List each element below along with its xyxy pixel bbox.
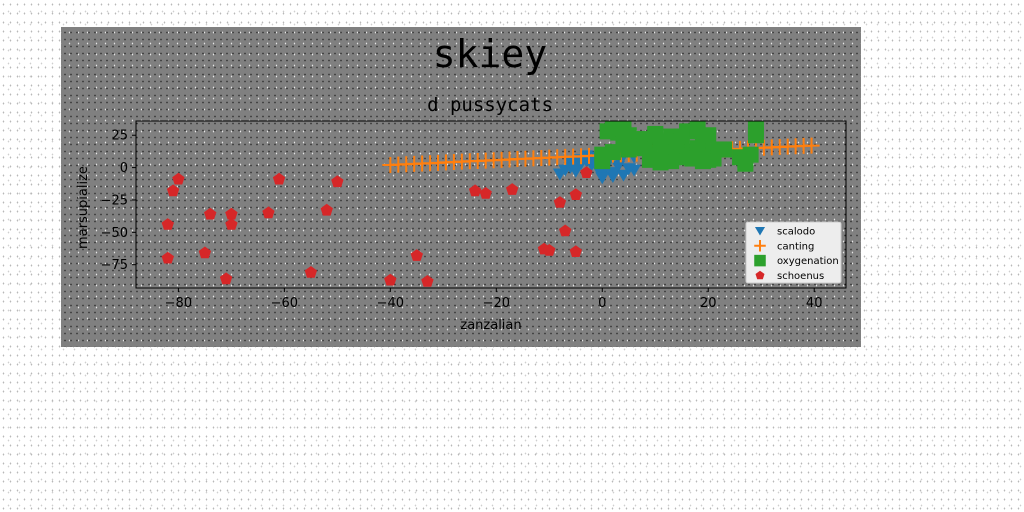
point-schoenus <box>506 183 519 195</box>
y-tick-label: −75 <box>101 258 128 273</box>
legend-box <box>745 221 842 284</box>
point-schoenus <box>320 203 333 216</box>
point-schoenus <box>166 184 180 197</box>
point-oxygenation <box>673 128 690 145</box>
plot-frame <box>135 120 847 289</box>
series-schoenus <box>161 166 593 287</box>
legend: scalodo canting oxygenation schoenus <box>745 221 842 284</box>
point-schoenus <box>262 206 275 219</box>
legend-label-canting: canting <box>777 241 814 252</box>
point-schoenus <box>331 175 344 188</box>
x-tick-label: 20 <box>700 296 717 311</box>
chart-suptitle: skiey <box>433 32 547 76</box>
point-oxygenation <box>652 154 669 171</box>
x-tick-label: −20 <box>483 296 510 311</box>
legend-marker-canting <box>754 240 766 252</box>
point-oxygenation <box>747 127 764 144</box>
point-schoenus <box>384 273 397 286</box>
y-tick-label: 0 <box>120 161 128 176</box>
point-schoenus <box>161 251 174 264</box>
point-schoenus <box>553 196 567 208</box>
point-schoenus <box>172 172 185 185</box>
plot-area <box>161 120 820 287</box>
point-oxygenation <box>700 127 717 144</box>
x-tick-label: −80 <box>165 296 192 311</box>
point-schoenus <box>204 207 217 220</box>
chart-title: d pussycats <box>427 94 553 116</box>
point-scalodo <box>616 169 631 182</box>
point-schoenus <box>421 275 434 287</box>
point-schoenus <box>410 249 423 261</box>
axis-ticks: −80 −60 −40 −20 0 20 40 25 0 −25 −50 −75 <box>101 129 823 311</box>
point-schoenus <box>225 207 238 220</box>
y-tick-label: −50 <box>101 226 128 241</box>
point-scalodo <box>595 172 610 185</box>
point-scalodo <box>605 167 620 180</box>
point-schoenus <box>580 166 593 178</box>
point-schoenus <box>543 244 556 256</box>
point-schoenus <box>468 184 482 197</box>
legend-label-scalodo: scalodo <box>777 227 815 238</box>
point-schoenus <box>479 187 492 199</box>
point-schoenus <box>225 218 238 230</box>
legend-label-oxygenation: oxygenation <box>777 256 839 267</box>
series-oxygenation <box>594 120 764 172</box>
y-tick-label: 25 <box>111 129 128 144</box>
point-oxygenation <box>694 153 711 170</box>
point-scalodo <box>568 165 583 178</box>
point-schoenus <box>569 245 582 257</box>
point-schoenus <box>198 246 212 259</box>
chart-svg: skiey d pussycats −80 −60 −40 −20 0 20 40 25 0 −2… <box>76 32 847 333</box>
point-canting <box>803 137 820 154</box>
point-schoenus <box>161 218 174 230</box>
x-tick-label: 40 <box>806 296 823 311</box>
x-tick-label: −40 <box>377 296 404 311</box>
legend-marker-schoenus <box>755 270 765 280</box>
point-scalodo <box>611 160 626 173</box>
legend-label-schoenus: schoenus <box>777 271 824 282</box>
y-axis-label: marsupialize <box>76 166 91 249</box>
point-oxygenation <box>647 125 664 142</box>
chart-figure: skiey d pussycats −80 −60 −40 −20 0 20 40 25 0 −2… <box>61 27 861 347</box>
point-oxygenation <box>620 141 637 158</box>
legend-marker-scalodo <box>754 226 766 236</box>
point-oxygenation <box>737 155 754 172</box>
x-axis-label: zanzalian <box>460 318 521 333</box>
point-schoenus <box>272 172 286 185</box>
point-scalodo <box>621 163 636 176</box>
point-oxygenation <box>716 141 733 158</box>
point-schoenus <box>304 266 317 278</box>
point-schoenus <box>559 224 572 237</box>
point-oxygenation <box>594 146 611 163</box>
point-schoenus <box>219 272 233 285</box>
x-tick-label: −60 <box>271 296 298 311</box>
point-schoenus <box>569 188 582 200</box>
legend-marker-oxygenation <box>754 254 766 267</box>
y-tick-label: −25 <box>101 193 128 208</box>
x-tick-label: 0 <box>598 296 606 311</box>
